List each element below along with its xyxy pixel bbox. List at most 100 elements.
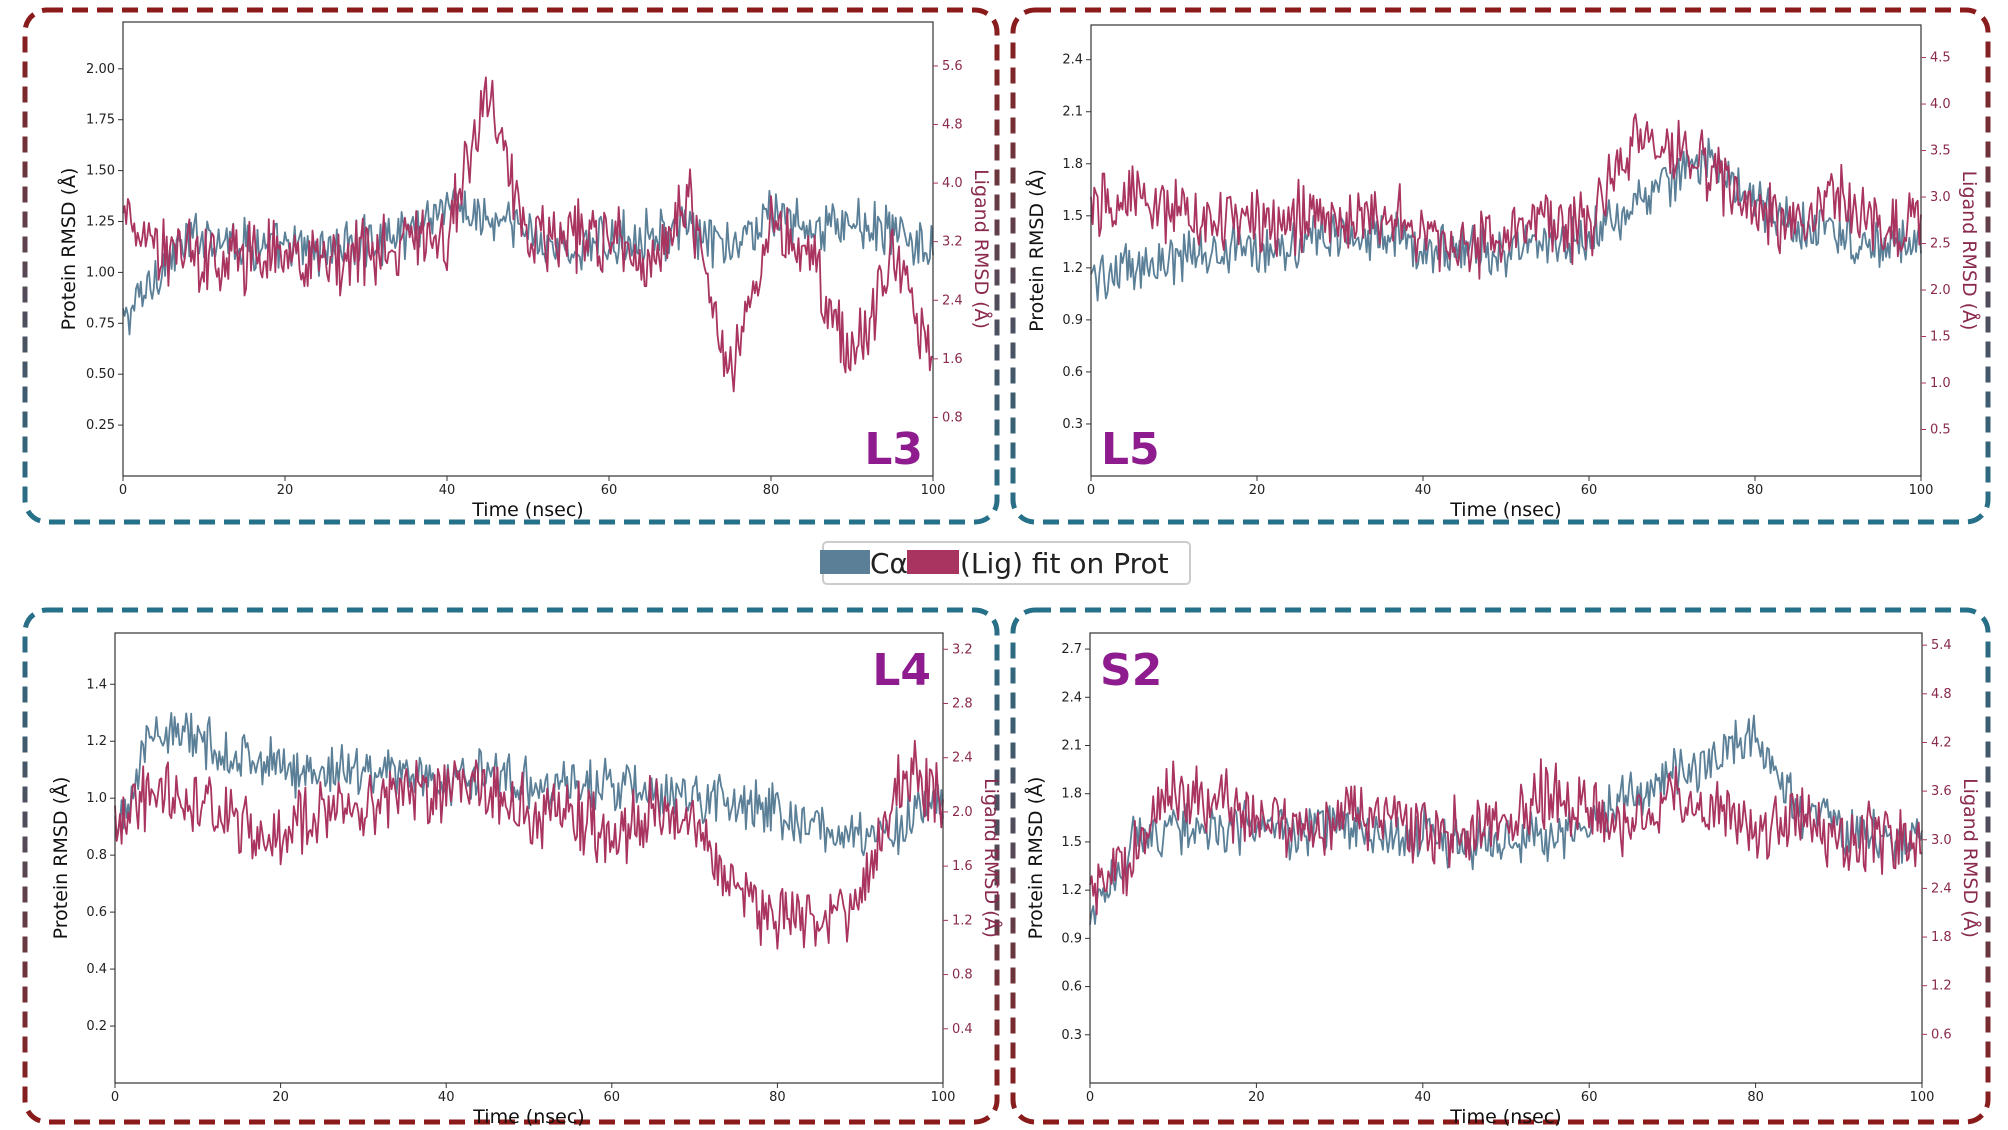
x-tick-label: 40 bbox=[439, 483, 456, 498]
y-axis-label-right: Ligand RMSD (Å) bbox=[970, 169, 993, 329]
x-tick-label: 60 bbox=[601, 483, 618, 498]
x-tick-label: 40 bbox=[438, 1090, 455, 1105]
panel-frame bbox=[22, 607, 1000, 1125]
x-tick-label: 60 bbox=[604, 1090, 621, 1105]
x-tick-label: 80 bbox=[1747, 483, 1764, 498]
y-tick-label-right: 3.0 bbox=[1931, 833, 1952, 848]
plot-area bbox=[114, 632, 944, 1084]
y-tick-label-left: 0.4 bbox=[86, 962, 107, 977]
y-tick-label-left: 1.25 bbox=[86, 215, 115, 230]
y-axis-label-right: Ligand RMSD (Å) bbox=[1959, 778, 1982, 938]
y-tick-label-right: 1.2 bbox=[952, 913, 973, 928]
y-tick-label-left: 0.2 bbox=[86, 1019, 107, 1034]
legend-swatch-ligand bbox=[907, 550, 959, 574]
legend-swatch-protein bbox=[820, 550, 870, 574]
panel-label: S2 bbox=[1100, 645, 1162, 696]
x-tick-label: 60 bbox=[1581, 483, 1598, 498]
y-tick-label-right: 3.5 bbox=[1930, 144, 1951, 159]
y-tick-label-left: 1.00 bbox=[86, 265, 115, 280]
y-tick-label-right: 4.8 bbox=[1931, 687, 1952, 702]
y-tick-label-right: 2.8 bbox=[952, 696, 973, 711]
y-tick-label-right: 3.6 bbox=[1931, 784, 1952, 799]
y-tick-label-right: 0.5 bbox=[1930, 423, 1951, 438]
y-tick-label-right: 1.6 bbox=[952, 859, 973, 874]
x-tick-label: 80 bbox=[1747, 1090, 1764, 1105]
x-tick-label: 0 bbox=[119, 483, 127, 498]
y-tick-label-left: 0.9 bbox=[1062, 313, 1083, 328]
panel-label: L5 bbox=[1101, 424, 1160, 475]
y-axis-label-right: Ligand RMSD (Å) bbox=[1958, 171, 1981, 331]
y-tick-label-right: 2.5 bbox=[1930, 237, 1951, 252]
y-tick-label-right: 2.4 bbox=[942, 293, 963, 308]
legend-label-ligand: (Lig) fit on Prot bbox=[960, 547, 1169, 580]
y-tick-label-left: 2.1 bbox=[1062, 105, 1083, 120]
y-axis-label-left: Protein RMSD (Å) bbox=[49, 777, 72, 940]
y-tick-label-left: 0.6 bbox=[86, 905, 107, 920]
y-tick-label-left: 2.7 bbox=[1061, 642, 1082, 657]
chart-panel-l3: 0 20 40 60 80 100 0.25 0.50 0.75 1.00 1.25 1.50 1.75… bbox=[57, 21, 993, 521]
y-tick-label-right: 0.8 bbox=[942, 410, 963, 425]
y-tick-label-right: 4.5 bbox=[1930, 51, 1951, 66]
y-tick-label-right: 1.8 bbox=[1931, 930, 1952, 945]
y-tick-label-right: 0.4 bbox=[952, 1022, 973, 1037]
y-tick-label-left: 1.2 bbox=[1061, 883, 1082, 898]
y-tick-label-right: 2.4 bbox=[1931, 881, 1952, 896]
y-tick-label-left: 1.2 bbox=[1062, 261, 1083, 276]
y-tick-label-left: 1.5 bbox=[1062, 209, 1083, 224]
x-axis-label: Time (nsec) bbox=[1449, 1106, 1561, 1128]
y-tick-label-left: 1.8 bbox=[1061, 787, 1082, 802]
x-tick-label: 100 bbox=[1910, 1090, 1935, 1105]
y-tick-label-left: 2.1 bbox=[1061, 739, 1082, 754]
y-tick-label-right: 3.2 bbox=[952, 642, 973, 657]
y-tick-label-left: 0.3 bbox=[1061, 1028, 1082, 1043]
x-tick-label: 40 bbox=[1415, 483, 1432, 498]
series-line-ligand bbox=[122, 76, 934, 393]
y-axis-label-right: Ligand RMSD (Å) bbox=[980, 778, 1003, 938]
y-axis-label-left: Protein RMSD (Å) bbox=[1024, 777, 1047, 940]
panel-frame bbox=[1010, 607, 1991, 1125]
y-tick-label-left: 0.25 bbox=[86, 418, 115, 433]
y-tick-label-right: 1.2 bbox=[1931, 979, 1952, 994]
y-tick-label-left: 1.4 bbox=[86, 677, 107, 692]
y-tick-label-right: 2.0 bbox=[1930, 283, 1951, 298]
x-tick-label: 40 bbox=[1415, 1090, 1432, 1105]
y-tick-label-left: 2.00 bbox=[86, 62, 115, 77]
y-tick-label-right: 1.5 bbox=[1930, 330, 1951, 345]
y-tick-label-right: 0.6 bbox=[1931, 1027, 1952, 1042]
x-axis-label: Time (nsec) bbox=[1449, 499, 1561, 521]
y-tick-label-right: 4.0 bbox=[942, 176, 963, 191]
series-line-ligand bbox=[1089, 758, 1923, 916]
y-tick-label-right: 3.2 bbox=[942, 235, 963, 250]
series-line-protein bbox=[1090, 137, 1922, 302]
legend: Cα (Lig) fit on Prot bbox=[820, 541, 1191, 585]
y-tick-label-right: 4.2 bbox=[1931, 735, 1952, 750]
y-tick-label-left: 0.9 bbox=[1061, 931, 1082, 946]
x-tick-label: 20 bbox=[1248, 1090, 1265, 1105]
chart-panel-s2: 0 20 40 60 80 100 0.3 0.6 0.9 1.2 1.5 1.8 2.1 2.4 2.7 0… bbox=[1024, 632, 1982, 1128]
y-tick-label-left: 0.6 bbox=[1061, 980, 1082, 995]
y-tick-label-left: 0.6 bbox=[1062, 365, 1083, 380]
y-tick-label-right: 4.0 bbox=[1930, 97, 1951, 112]
legend-label-protein: Cα bbox=[870, 547, 908, 580]
x-tick-label: 20 bbox=[277, 483, 294, 498]
y-tick-label-right: 2.4 bbox=[952, 751, 973, 766]
plot-area bbox=[1090, 24, 1922, 477]
y-tick-label-right: 5.6 bbox=[942, 59, 963, 74]
y-tick-label-left: 2.4 bbox=[1062, 53, 1083, 68]
y-tick-label-left: 1.5 bbox=[1061, 835, 1082, 850]
y-tick-label-right: 4.8 bbox=[942, 118, 963, 133]
x-axis-label: Time (nsec) bbox=[472, 1106, 584, 1128]
x-tick-label: 0 bbox=[1087, 483, 1095, 498]
y-tick-label-right: 0.8 bbox=[952, 968, 973, 983]
x-tick-label: 100 bbox=[931, 1090, 956, 1105]
y-tick-label-left: 0.50 bbox=[86, 367, 115, 382]
panel-label: L4 bbox=[872, 645, 931, 696]
x-tick-label: 20 bbox=[1249, 483, 1266, 498]
plot-area bbox=[1089, 632, 1923, 1084]
series-line-protein bbox=[114, 712, 944, 857]
plot-area bbox=[122, 21, 934, 477]
y-tick-label-left: 1.0 bbox=[86, 791, 107, 806]
series-line-protein bbox=[122, 186, 934, 336]
y-tick-label-left: 1.75 bbox=[86, 113, 115, 128]
